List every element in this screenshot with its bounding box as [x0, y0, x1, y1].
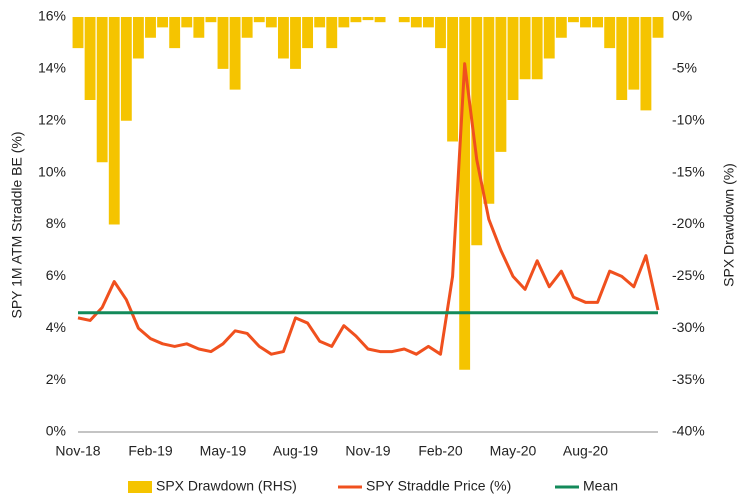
drawdown-bar	[193, 17, 205, 38]
drawdown-bar	[471, 17, 483, 246]
y-tick-label: 14%	[38, 60, 66, 76]
y2-tick-label: 0%	[672, 8, 692, 24]
drawdown-bar	[422, 17, 434, 28]
drawdown-bar	[132, 17, 144, 59]
y2-tick-label: -5%	[672, 60, 697, 76]
drawdown-bar	[229, 17, 241, 90]
drawdown-bar	[326, 17, 338, 49]
drawdown-bar	[302, 17, 314, 49]
drawdown-bar	[616, 17, 628, 100]
drawdown-bar	[398, 17, 410, 23]
straddle-line	[77, 62, 660, 356]
drawdown-bar	[96, 17, 108, 163]
drawdown-bar	[84, 17, 96, 100]
y-tick-label: 16%	[38, 8, 66, 24]
drawdown-bar	[169, 17, 181, 49]
x-tick-label: Feb-20	[418, 443, 463, 459]
drawdown-bar	[350, 17, 362, 23]
legend-label: Mean	[583, 478, 618, 494]
y2-tick-label: -25%	[672, 267, 705, 283]
drawdown-bar	[157, 17, 169, 28]
drawdown-bar	[652, 17, 664, 38]
drawdown-bar	[495, 17, 507, 152]
y-tick-label: 4%	[46, 319, 66, 335]
drawdown-bar	[459, 17, 471, 370]
drawdown-bar	[519, 17, 531, 80]
y-tick-label: 0%	[46, 423, 66, 439]
x-tick-label: Nov-19	[345, 443, 390, 459]
y2-tick-label: -35%	[672, 371, 705, 387]
drawdown-bar	[72, 17, 84, 49]
x-tick-label: May-19	[200, 443, 247, 459]
legend-label: SPX Drawdown (RHS)	[156, 478, 297, 494]
drawdown-bar	[277, 17, 289, 59]
drawdown-bar	[531, 17, 543, 80]
x-tick-label: Aug-19	[273, 443, 318, 459]
legend-label: SPY Straddle Price (%)	[366, 478, 511, 494]
drawdown-bar	[628, 17, 640, 90]
drawdown-bar	[567, 17, 579, 23]
drawdown-bar	[181, 17, 193, 28]
y-tick-label: 10%	[38, 163, 66, 179]
drawdown-bar	[640, 17, 652, 111]
drawdown-bar	[410, 17, 422, 28]
y-tick-label: 2%	[46, 371, 66, 387]
y2-tick-label: -15%	[672, 163, 705, 179]
drawdown-bar	[120, 17, 132, 121]
drawdown-bar	[374, 17, 386, 23]
drawdown-bar	[205, 17, 217, 23]
y2-tick-label: -40%	[672, 423, 705, 439]
drawdown-bar	[338, 17, 350, 28]
drawdown-bar	[362, 17, 374, 21]
y-axis-label: SPY 1M ATM Straddle BE (%)	[9, 132, 25, 319]
drawdown-bar	[580, 17, 591, 28]
drawdown-bar	[447, 17, 459, 142]
y-tick-label: 12%	[38, 111, 66, 127]
drawdown-bar	[435, 17, 446, 49]
x-tick-label: Aug-20	[563, 443, 608, 459]
drawdown-bar	[108, 17, 120, 225]
drawdown-bar	[265, 17, 277, 28]
x-tick-label: Nov-18	[55, 443, 100, 459]
drawdown-bar	[604, 17, 616, 49]
drawdown-bar	[555, 17, 567, 38]
y2-tick-label: -30%	[672, 319, 705, 335]
drawdown-bar	[241, 17, 253, 38]
y-tick-label: 8%	[46, 215, 66, 231]
y2-axis-label: SPX Drawdown (%)	[721, 163, 737, 287]
drawdown-bar	[592, 17, 604, 28]
drawdown-bar	[507, 17, 519, 100]
x-tick-label: Feb-19	[128, 443, 173, 459]
y-tick-label: 6%	[46, 267, 66, 283]
drawdown-bar	[483, 17, 495, 204]
drawdown-bar	[217, 17, 229, 69]
drawdown-bar	[290, 17, 301, 69]
x-tick-label: May-20	[490, 443, 537, 459]
drawdown-bar	[314, 17, 326, 28]
drawdown-bar	[253, 17, 265, 23]
legend-swatch	[128, 481, 152, 493]
y2-tick-label: -10%	[672, 111, 705, 127]
drawdown-bar	[145, 17, 156, 38]
y2-tick-label: -20%	[672, 215, 705, 231]
drawdown-bar	[543, 17, 555, 59]
